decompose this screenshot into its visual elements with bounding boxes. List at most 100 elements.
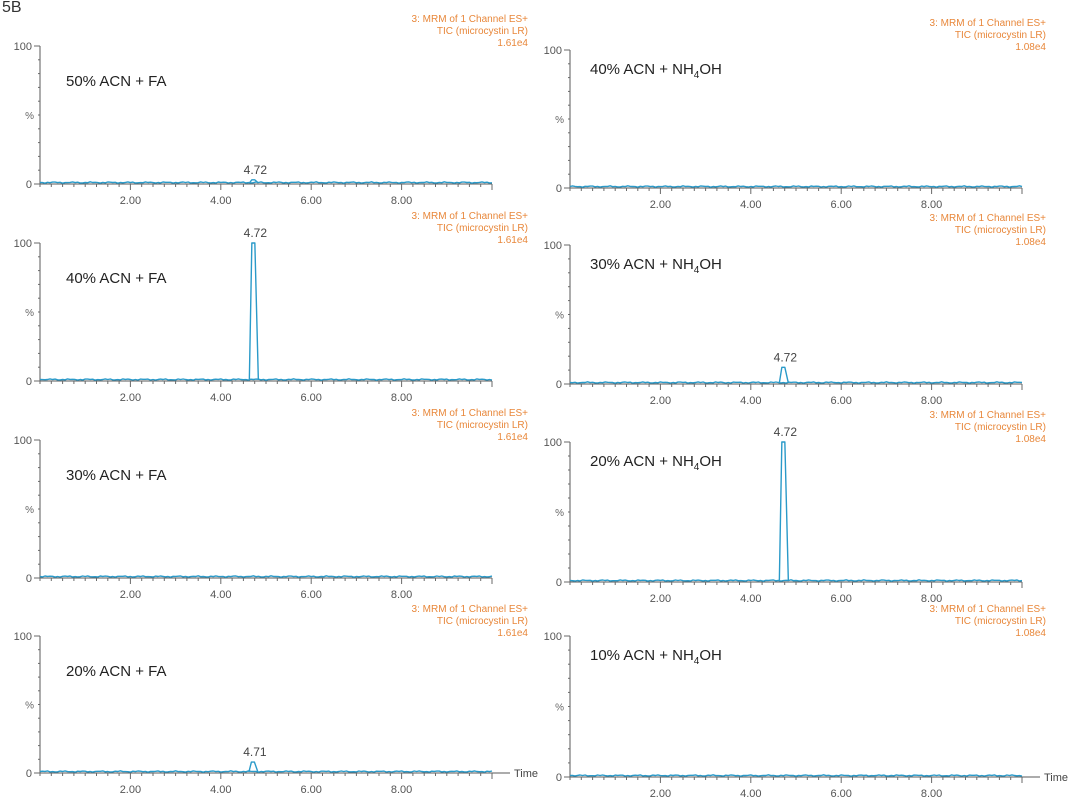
panel-header-line: 1.61e4 xyxy=(497,38,528,49)
panel-header-line: 1.61e4 xyxy=(497,235,528,246)
panel-header-line: 3: MRM of 1 Channel ES+ xyxy=(412,14,529,25)
baseline-trace xyxy=(569,185,1023,188)
panel-header-line: 1.08e4 xyxy=(1015,42,1046,53)
panel-header-line: 3: MRM of 1 Channel ES+ xyxy=(930,604,1047,615)
x-tick-label: 8.00 xyxy=(391,784,412,796)
x-tick-label: 4.00 xyxy=(210,392,231,404)
panel-header-line: TIC (microcystin LR) xyxy=(437,223,528,234)
y-label-zero: 0 xyxy=(26,376,32,388)
condition-label: 30% ACN + FA xyxy=(66,467,166,484)
panel-header-line: 1.08e4 xyxy=(1015,434,1046,445)
y-label-zero: 0 xyxy=(26,768,32,780)
x-tick-label: 4.00 xyxy=(740,593,761,605)
condition-label: 40% ACN + NH4OH xyxy=(590,61,722,81)
peak-trace xyxy=(778,441,790,582)
chromatogram-panel: 3: MRM of 1 Channel ES+TIC (microcystin … xyxy=(14,14,529,207)
panel-header-line: 1.61e4 xyxy=(497,432,528,443)
peak-label: 4.72 xyxy=(244,163,268,177)
x-tick-label: 4.00 xyxy=(210,589,231,601)
y-label-max: 100 xyxy=(544,45,562,57)
chromatogram-panel: 3: MRM of 1 Channel ES+TIC (microcystin … xyxy=(14,408,529,601)
x-tick-label: 2.00 xyxy=(650,593,671,605)
y-label-zero: 0 xyxy=(26,573,32,585)
chromatogram-panel: 3: MRM of 1 Channel ES+TIC (microcystin … xyxy=(544,213,1047,407)
condition-label: 40% ACN + FA xyxy=(66,270,166,287)
figure-label: 5B xyxy=(2,0,22,16)
x-tick-label: 8.00 xyxy=(921,788,942,800)
x-tick-label: 2.00 xyxy=(120,392,141,404)
y-label-percent: % xyxy=(555,115,564,126)
panel-header-line: 3: MRM of 1 Channel ES+ xyxy=(930,213,1047,224)
panel-header-line: TIC (microcystin LR) xyxy=(437,616,528,627)
x-tick-label: 4.00 xyxy=(740,788,761,800)
y-label-zero: 0 xyxy=(556,183,562,195)
panel-header-line: TIC (microcystin LR) xyxy=(955,30,1046,41)
y-label-max: 100 xyxy=(14,631,32,643)
x-tick-label: 8.00 xyxy=(921,395,942,407)
time-axis-label: Time xyxy=(514,768,538,780)
peak-trace xyxy=(248,179,259,184)
x-tick-label: 6.00 xyxy=(300,392,321,404)
chromatogram-panel: 3: MRM of 1 Channel ES+TIC (microcystin … xyxy=(544,604,1068,800)
x-tick-label: 2.00 xyxy=(120,589,141,601)
x-tick-label: 6.00 xyxy=(830,788,851,800)
x-tick-label: 2.00 xyxy=(650,395,671,407)
peak-trace xyxy=(248,242,260,381)
x-tick-label: 4.00 xyxy=(740,199,761,211)
chromatogram-panel: 3: MRM of 1 Channel ES+TIC (microcystin … xyxy=(544,18,1047,211)
baseline-trace xyxy=(569,579,1023,582)
x-tick-label: 2.00 xyxy=(650,788,671,800)
baseline-trace xyxy=(39,575,493,578)
peak-label: 4.72 xyxy=(774,350,798,364)
y-label-percent: % xyxy=(25,308,34,319)
panel-header-line: 3: MRM of 1 Channel ES+ xyxy=(412,604,529,615)
condition-label: 20% ACN + FA xyxy=(66,663,166,680)
peak-trace xyxy=(778,366,790,384)
x-tick-label: 6.00 xyxy=(830,395,851,407)
x-tick-label: 2.00 xyxy=(650,199,671,211)
y-label-percent: % xyxy=(25,111,34,122)
y-label-max: 100 xyxy=(544,437,562,449)
y-label-zero: 0 xyxy=(556,577,562,589)
panel-header-line: 1.61e4 xyxy=(497,628,528,639)
baseline-trace xyxy=(569,381,1023,384)
baseline-trace xyxy=(39,181,493,184)
panel-header-line: 3: MRM of 1 Channel ES+ xyxy=(930,410,1047,421)
x-tick-label: 8.00 xyxy=(391,589,412,601)
chromatogram-panel: 3: MRM of 1 Channel ES+TIC (microcystin … xyxy=(14,211,529,404)
x-tick-label: 6.00 xyxy=(300,195,321,207)
y-label-percent: % xyxy=(555,703,564,714)
y-label-percent: % xyxy=(555,508,564,519)
y-label-max: 100 xyxy=(544,631,562,643)
x-tick-label: 6.00 xyxy=(830,199,851,211)
x-tick-label: 8.00 xyxy=(391,195,412,207)
panel-header-line: TIC (microcystin LR) xyxy=(955,225,1046,236)
panels-group: 3: MRM of 1 Channel ES+TIC (microcystin … xyxy=(14,14,1068,800)
y-label-zero: 0 xyxy=(26,179,32,191)
y-label-zero: 0 xyxy=(556,772,562,784)
condition-label: 30% ACN + NH4OH xyxy=(590,256,722,276)
panel-header-line: TIC (microcystin LR) xyxy=(955,422,1046,433)
panel-header-line: 3: MRM of 1 Channel ES+ xyxy=(930,18,1047,29)
panel-header-line: 1.08e4 xyxy=(1015,237,1046,248)
y-label-percent: % xyxy=(555,311,564,322)
y-label-max: 100 xyxy=(14,435,32,447)
baseline-trace xyxy=(570,774,1023,777)
x-tick-label: 8.00 xyxy=(921,593,942,605)
x-tick-label: 6.00 xyxy=(830,593,851,605)
panel-header-line: 3: MRM of 1 Channel ES+ xyxy=(412,408,529,419)
x-tick-label: 6.00 xyxy=(300,784,321,796)
x-tick-label: 6.00 xyxy=(300,589,321,601)
baseline-trace xyxy=(39,378,493,381)
y-label-max: 100 xyxy=(14,238,32,250)
peak-trace xyxy=(248,761,259,773)
x-tick-label: 8.00 xyxy=(391,392,412,404)
peak-label: 4.72 xyxy=(244,226,268,240)
panel-header-line: 3: MRM of 1 Channel ES+ xyxy=(412,211,529,222)
x-tick-label: 8.00 xyxy=(921,199,942,211)
chromatogram-panel: 3: MRM of 1 Channel ES+TIC (microcystin … xyxy=(544,410,1047,605)
condition-label: 50% ACN + FA xyxy=(66,73,166,90)
y-label-max: 100 xyxy=(14,41,32,53)
x-tick-label: 2.00 xyxy=(120,195,141,207)
